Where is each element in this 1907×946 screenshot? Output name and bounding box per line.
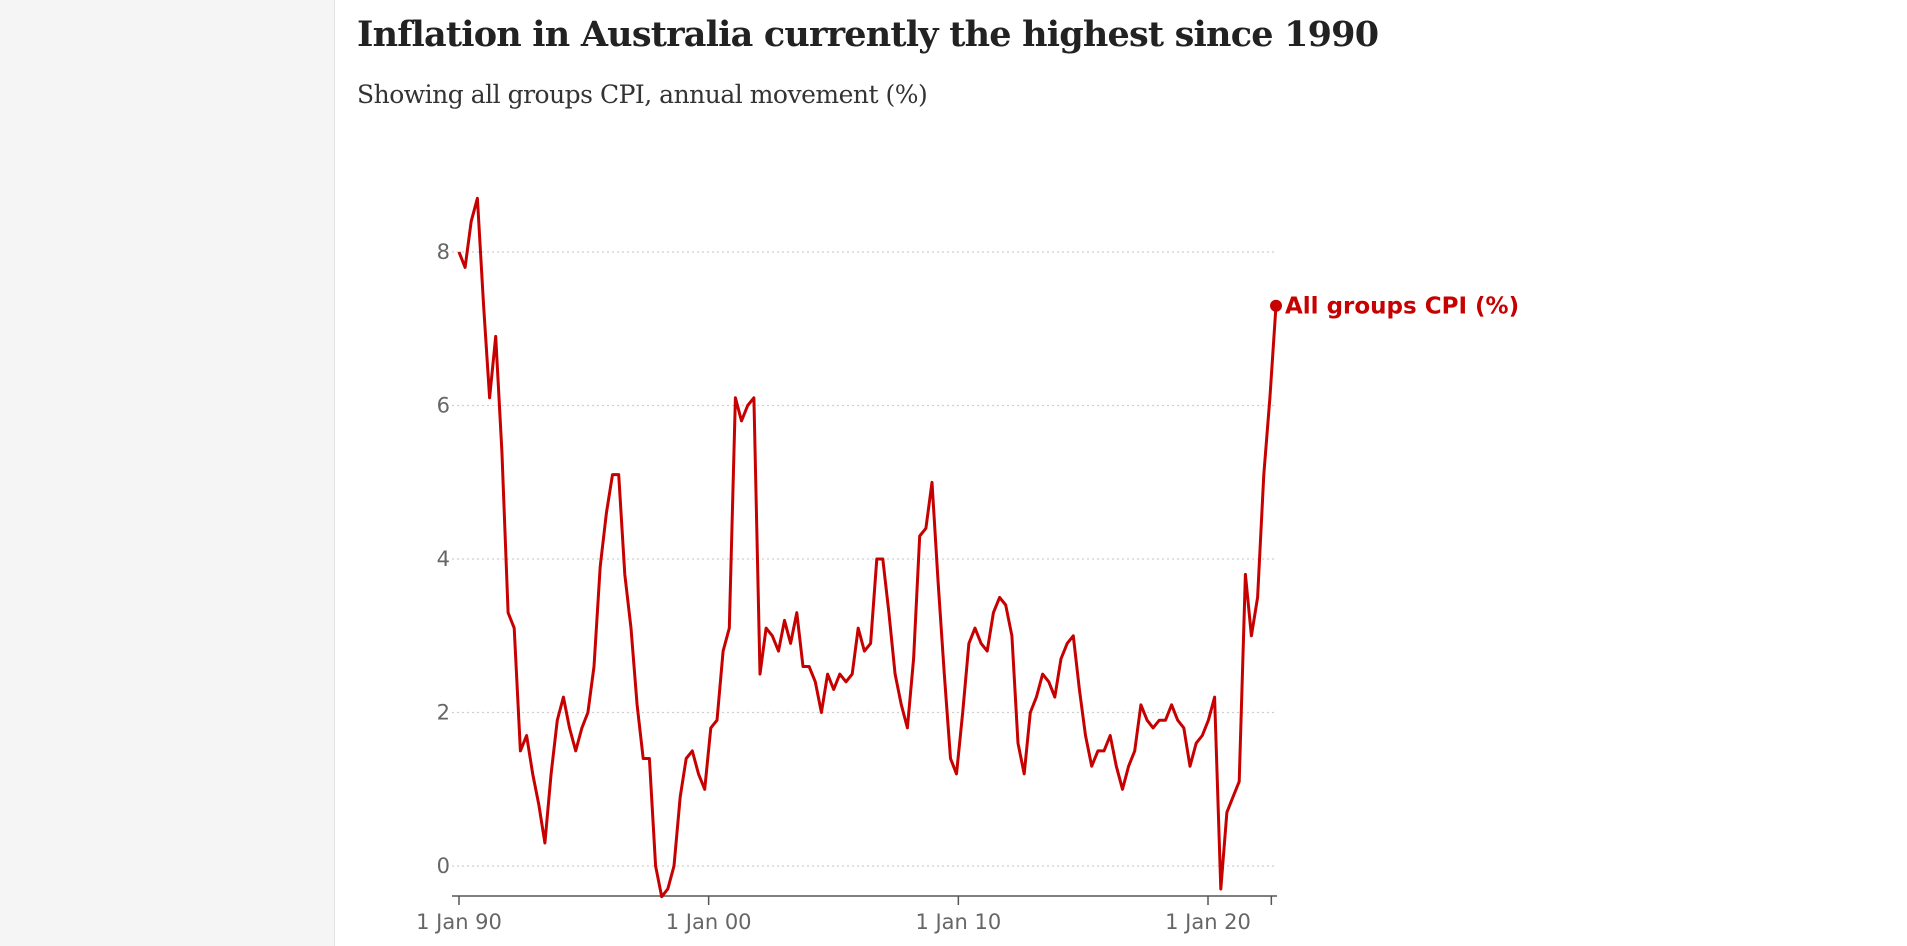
y-tick-label: 8 xyxy=(437,240,450,264)
series: All groups CPI (%) xyxy=(457,196,1519,899)
x-axis: 1 Jan 90 1 Jan 00 1 Jan 10 1 Jan 20 xyxy=(416,895,1277,934)
x-tick-label: 1 Jan 20 xyxy=(1165,910,1251,934)
x-tick-label: 1 Jan 10 xyxy=(915,910,1001,934)
chart-subtitle: Showing all groups CPI, annual movement … xyxy=(357,80,928,109)
x-tick-label: 1 Jan 00 xyxy=(666,910,752,934)
y-axis: 0 2 4 6 8 xyxy=(437,240,450,878)
left-divider xyxy=(334,0,335,946)
y-tick-label: 0 xyxy=(437,854,450,878)
series-label: All groups CPI (%) xyxy=(1285,294,1519,320)
y-tick-label: 6 xyxy=(437,394,450,418)
chart-title: Inflation in Australia currently the hig… xyxy=(357,14,1379,55)
series-endpoint-marker xyxy=(1270,299,1282,312)
gridlines xyxy=(452,251,1277,867)
x-tick-label: 1 Jan 90 xyxy=(416,910,502,934)
series-line-cpi xyxy=(457,196,1278,899)
y-tick-label: 2 xyxy=(437,701,450,725)
y-tick-label: 4 xyxy=(437,547,450,571)
